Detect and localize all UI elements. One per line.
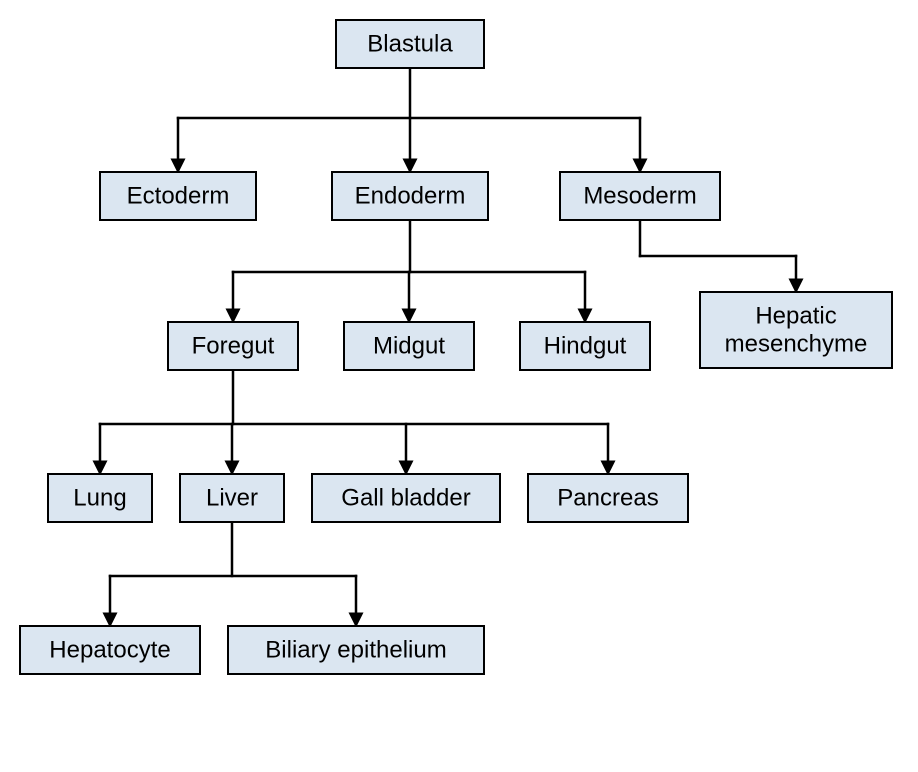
node-biliary: Biliary epithelium	[228, 626, 484, 674]
node-label: Blastula	[367, 31, 453, 58]
node-label: Liver	[206, 485, 258, 512]
node-mesoderm: Mesoderm	[560, 172, 720, 220]
node-ectoderm: Ectoderm	[100, 172, 256, 220]
node-label: Endoderm	[355, 183, 466, 210]
node-label: Pancreas	[557, 485, 658, 512]
node-label: mesenchyme	[725, 330, 868, 357]
node-pancreas: Pancreas	[528, 474, 688, 522]
node-hindgut: Hindgut	[520, 322, 650, 370]
node-gall: Gall bladder	[312, 474, 500, 522]
node-label: Hindgut	[544, 333, 627, 360]
node-endoderm: Endoderm	[332, 172, 488, 220]
node-label: Foregut	[192, 333, 275, 360]
node-label: Lung	[73, 485, 126, 512]
node-label: Hepatic	[755, 303, 836, 330]
node-label: Midgut	[373, 333, 445, 360]
node-label: Mesoderm	[583, 183, 696, 210]
node-hepmes: Hepaticmesenchyme	[700, 292, 892, 368]
node-label: Hepatocyte	[49, 637, 170, 664]
node-label: Biliary epithelium	[265, 637, 446, 664]
node-blastula: Blastula	[336, 20, 484, 68]
node-hepatocyte: Hepatocyte	[20, 626, 200, 674]
node-foregut: Foregut	[168, 322, 298, 370]
node-lung: Lung	[48, 474, 152, 522]
node-label: Gall bladder	[341, 485, 470, 512]
flowchart-svg: Blastula Ectoderm Endoderm Mesoderm Hepaticm…	[0, 0, 918, 772]
node-label: Ectoderm	[127, 183, 230, 210]
node-midgut: Midgut	[344, 322, 474, 370]
node-liver: Liver	[180, 474, 284, 522]
